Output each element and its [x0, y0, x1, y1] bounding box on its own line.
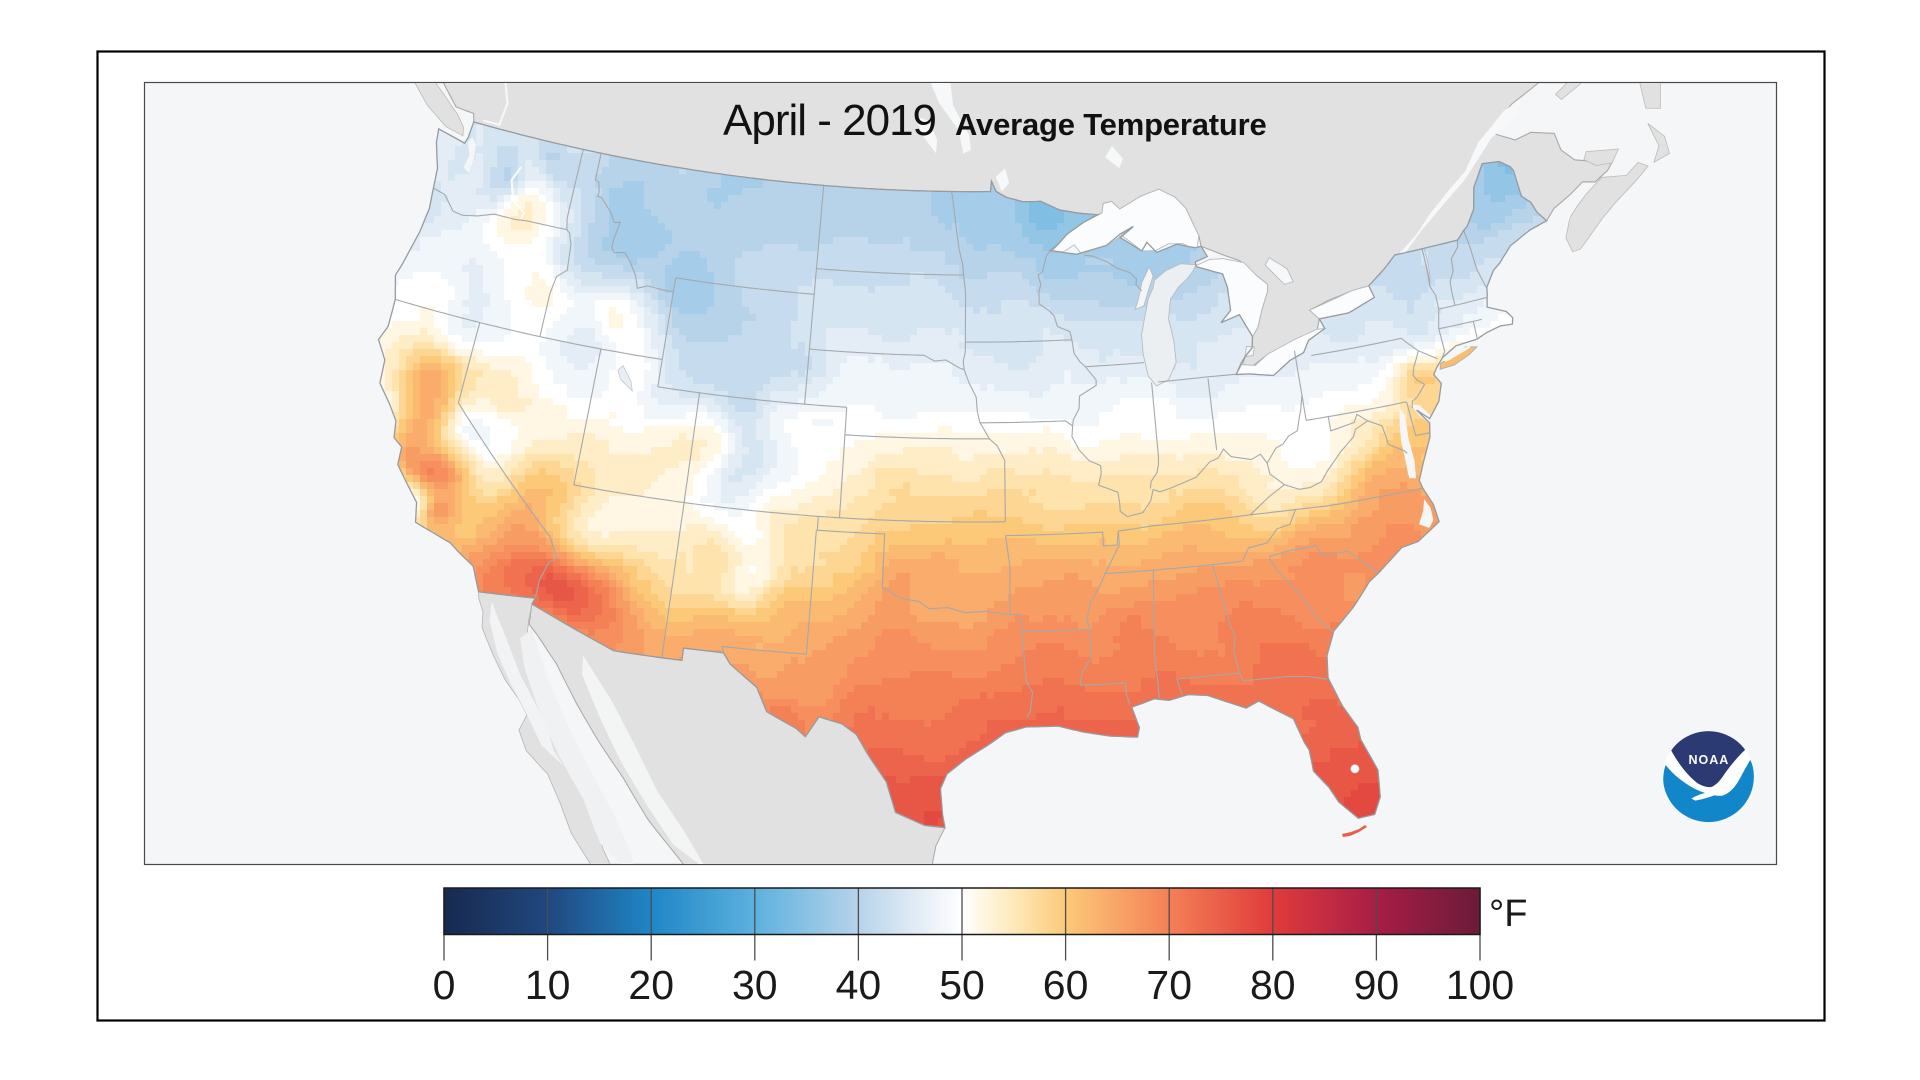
svg-text:30: 30	[732, 962, 778, 1008]
svg-text:50: 50	[939, 962, 985, 1008]
svg-text:100: 100	[1446, 962, 1514, 1008]
svg-text:70: 70	[1146, 962, 1192, 1008]
svg-text:10: 10	[525, 962, 571, 1008]
svg-text:60: 60	[1043, 962, 1089, 1008]
svg-text:0: 0	[433, 962, 456, 1008]
svg-text:°F: °F	[1489, 893, 1527, 935]
svg-text:NOAA: NOAA	[1688, 753, 1729, 767]
svg-text:20: 20	[628, 962, 674, 1008]
svg-text:90: 90	[1354, 962, 1400, 1008]
svg-text:80: 80	[1250, 962, 1296, 1008]
svg-text:40: 40	[836, 962, 882, 1008]
